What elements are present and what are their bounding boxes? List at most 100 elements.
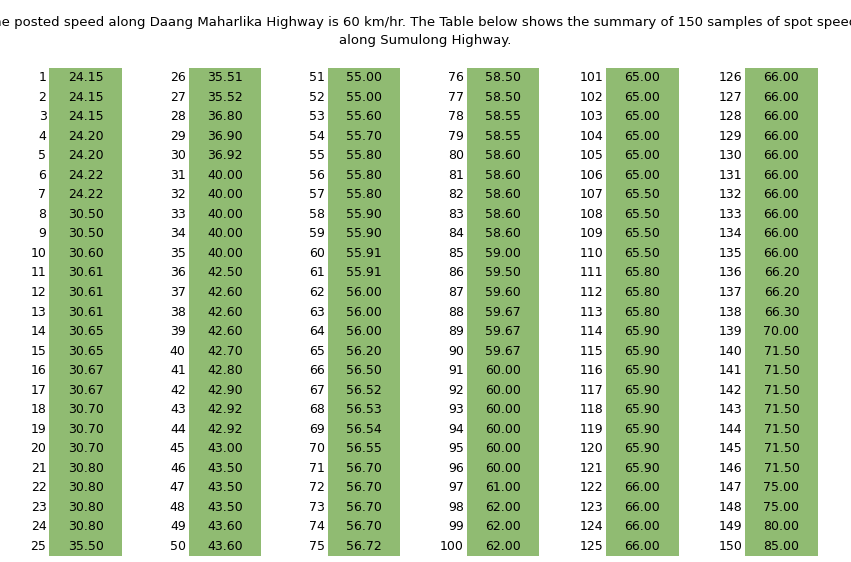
Text: 65.00: 65.00 (625, 149, 660, 162)
Text: 65.50: 65.50 (625, 247, 660, 260)
Text: 43: 43 (170, 403, 186, 416)
Bar (745, 517, 818, 537)
Text: 11: 11 (31, 266, 47, 279)
Text: 59.00: 59.00 (485, 247, 521, 260)
Text: 42: 42 (170, 384, 186, 397)
Bar (49, 459, 122, 478)
Bar (49, 263, 122, 283)
Text: 125: 125 (580, 540, 603, 553)
Text: 124: 124 (580, 520, 603, 533)
Bar (49, 166, 122, 185)
Bar (49, 68, 122, 88)
Text: 143: 143 (719, 403, 742, 416)
Text: 66.00: 66.00 (625, 501, 660, 514)
Text: 24.22: 24.22 (68, 169, 104, 182)
Bar (745, 322, 818, 341)
Text: 42.50: 42.50 (207, 266, 243, 279)
Text: 62: 62 (309, 286, 325, 299)
Text: 56.00: 56.00 (346, 325, 382, 338)
Bar (467, 68, 540, 88)
Bar (606, 537, 678, 556)
Text: 30.70: 30.70 (68, 442, 104, 455)
Text: 36.92: 36.92 (207, 149, 243, 162)
Text: 77: 77 (448, 91, 464, 104)
Text: 10: 10 (31, 247, 47, 260)
Text: 65.50: 65.50 (625, 228, 660, 241)
Text: 69: 69 (309, 423, 325, 436)
Bar (467, 517, 540, 537)
Text: 4: 4 (38, 130, 47, 143)
Text: 65.00: 65.00 (625, 130, 660, 143)
Bar (606, 283, 678, 302)
Text: 58.55: 58.55 (485, 130, 521, 143)
Text: 65: 65 (309, 345, 325, 357)
Text: 66.00: 66.00 (763, 188, 799, 201)
Bar (467, 263, 540, 283)
Bar (189, 478, 261, 497)
Text: 40.00: 40.00 (207, 188, 243, 201)
Text: 65.00: 65.00 (625, 169, 660, 182)
Bar (49, 419, 122, 439)
Text: 75.00: 75.00 (763, 481, 799, 494)
Text: 71.50: 71.50 (763, 364, 799, 377)
Text: 17: 17 (31, 384, 47, 397)
Text: 35.50: 35.50 (68, 540, 104, 553)
Text: 66.00: 66.00 (763, 169, 799, 182)
Text: 60.00: 60.00 (485, 364, 521, 377)
Bar (606, 166, 678, 185)
Text: 133: 133 (719, 208, 742, 221)
Text: 65.50: 65.50 (625, 208, 660, 221)
Text: 42.92: 42.92 (207, 423, 243, 436)
Bar (606, 400, 678, 419)
Bar (328, 478, 400, 497)
Text: 56.54: 56.54 (346, 423, 382, 436)
Bar (467, 166, 540, 185)
Text: 56.70: 56.70 (346, 501, 382, 514)
Text: 58.50: 58.50 (485, 71, 521, 84)
Text: 59.67: 59.67 (485, 306, 521, 319)
Text: 56.53: 56.53 (346, 403, 382, 416)
Bar (467, 322, 540, 341)
Text: 56.52: 56.52 (346, 384, 382, 397)
Bar (745, 478, 818, 497)
Bar (745, 380, 818, 400)
Text: 78: 78 (448, 110, 464, 123)
Bar (189, 517, 261, 537)
Text: 65.90: 65.90 (625, 364, 660, 377)
Text: 30.80: 30.80 (68, 461, 104, 475)
Text: 147: 147 (718, 481, 742, 494)
Text: 6: 6 (38, 169, 47, 182)
Text: 88: 88 (448, 306, 464, 319)
Bar (49, 283, 122, 302)
Text: 134: 134 (719, 228, 742, 241)
Text: 65.90: 65.90 (625, 442, 660, 455)
Bar (328, 361, 400, 380)
Bar (328, 302, 400, 322)
Bar (189, 400, 261, 419)
Text: 73: 73 (309, 501, 325, 514)
Bar (606, 361, 678, 380)
Bar (745, 166, 818, 185)
Text: 142: 142 (719, 384, 742, 397)
Bar (467, 459, 540, 478)
Text: 3: 3 (38, 110, 47, 123)
Text: 110: 110 (580, 247, 603, 260)
Text: 2: 2 (38, 91, 47, 104)
Text: 149: 149 (719, 520, 742, 533)
Text: 56.20: 56.20 (346, 345, 382, 357)
Text: 40.00: 40.00 (207, 247, 243, 260)
Text: 43.50: 43.50 (207, 481, 243, 494)
Text: 82: 82 (448, 188, 464, 201)
Text: 72: 72 (309, 481, 325, 494)
Bar (745, 439, 818, 459)
Bar (328, 224, 400, 244)
Bar (745, 419, 818, 439)
Text: 16: 16 (31, 364, 47, 377)
Text: 145: 145 (718, 442, 742, 455)
Text: 60.00: 60.00 (485, 384, 521, 397)
Text: 139: 139 (719, 325, 742, 338)
Text: 43.50: 43.50 (207, 501, 243, 514)
Text: 65.00: 65.00 (625, 91, 660, 104)
Text: 43.50: 43.50 (207, 461, 243, 475)
Bar (49, 185, 122, 205)
